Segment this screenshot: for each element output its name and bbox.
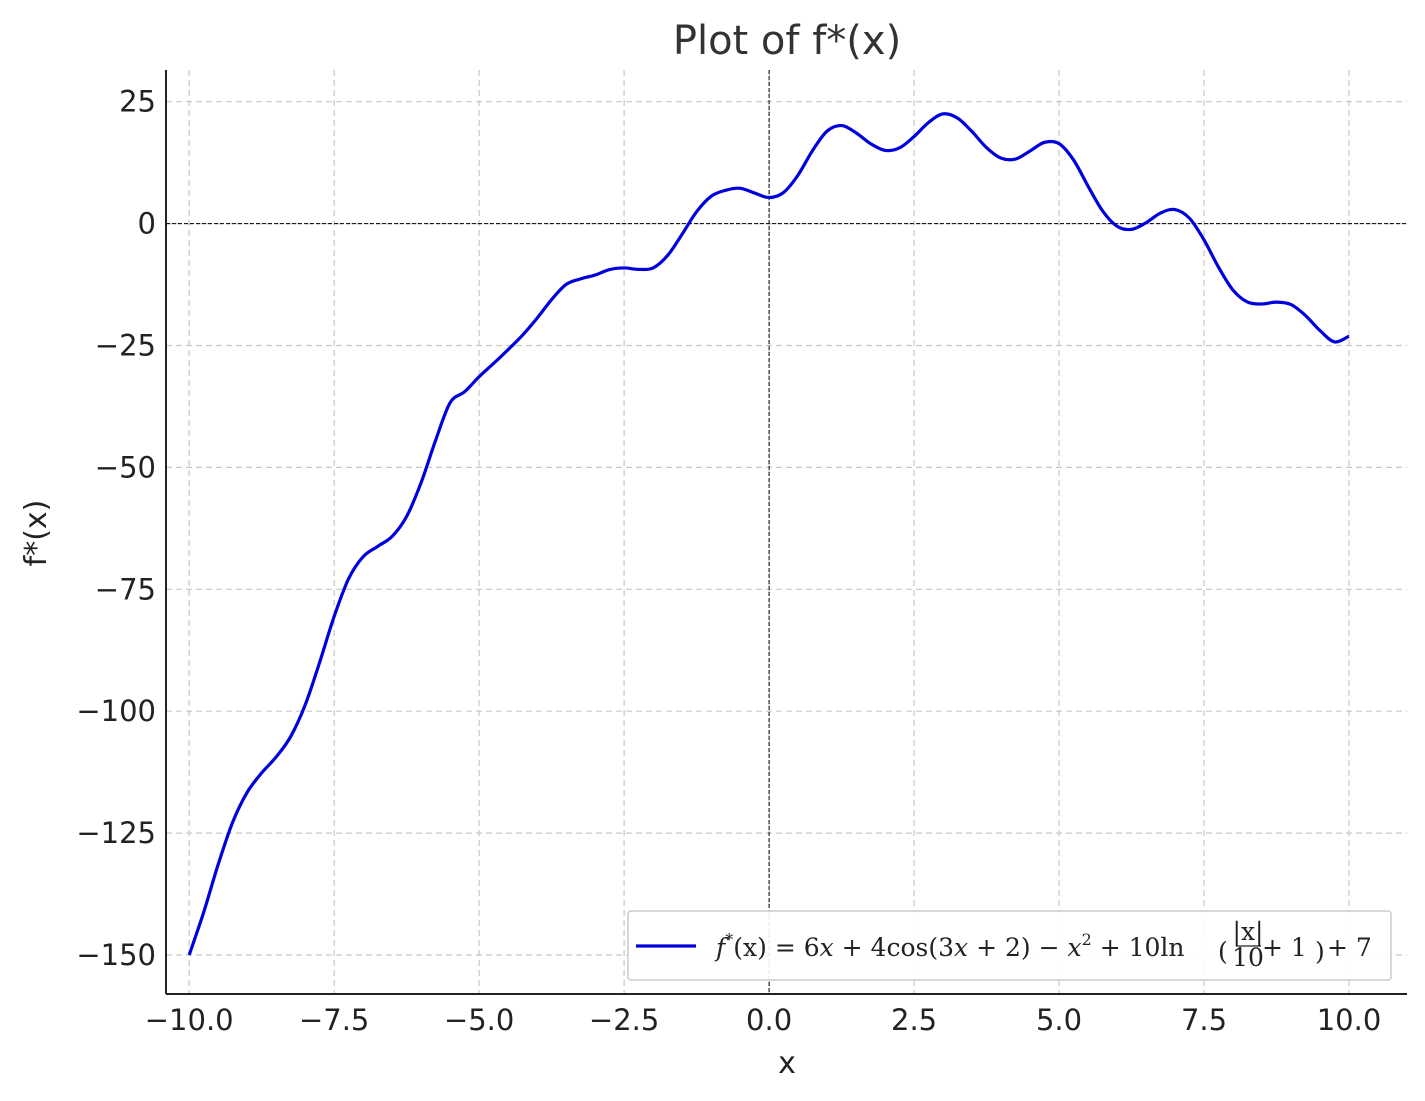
legend-arg: (x) [733, 933, 767, 962]
x-axis-title: x [778, 1046, 796, 1081]
x-tick-label-0: −10.0 [145, 1003, 234, 1037]
legend-box [627, 910, 1392, 981]
x-tick-label-2: −5.0 [444, 1003, 514, 1037]
y-tick-label-2: −25 [95, 328, 156, 362]
legend-frac-num: |x| [1233, 917, 1264, 947]
legend-paren-close: ) [1315, 937, 1325, 966]
legend-frac-den: 10 [1232, 943, 1264, 972]
x-tick-label-6: 5.0 [1036, 1003, 1082, 1037]
legend-paren-open: ( [1218, 937, 1228, 966]
y-tick-label-3: −50 [95, 450, 156, 484]
x-tick-label-7: 7.5 [1181, 1003, 1227, 1037]
legend-ln-tail: + 1 [1262, 933, 1307, 962]
y-axis-title: f*(x) [19, 500, 54, 567]
legend-cos-close: + 2) − [968, 933, 1067, 962]
x-tick-label-1: −7.5 [299, 1003, 369, 1037]
legend-f: f [714, 933, 729, 962]
legend-star: * [725, 930, 733, 949]
y-tick-label-4: −75 [95, 572, 156, 606]
legend-cos: + 4cos(3 [834, 933, 954, 962]
legend-eq: = 6 [767, 933, 820, 962]
legend: f*(x) = 6x + 4cos(3x + 2) − x2 + 10ln ( … [627, 910, 1392, 981]
series-lines [187, 112, 1350, 956]
chart-title: Plot of f*(x) [673, 18, 901, 64]
legend-sq: 2 [1082, 930, 1092, 949]
y-tick-label-7: −150 [76, 938, 156, 972]
reference-lines [166, 70, 1407, 994]
legend-end: + 7 [1327, 933, 1372, 962]
legend-x2: x [954, 933, 968, 962]
series-line-0 [187, 112, 1350, 956]
x-tick-labels: −10.0 −7.5 −5.0 −2.5 0.0 2.5 5.0 7.5 10.0 [145, 1003, 1382, 1037]
y-tick-label-0: 25 [119, 85, 156, 119]
axes [165, 70, 1407, 995]
y-tick-label-6: −125 [76, 816, 156, 850]
legend-x3: x [1067, 933, 1081, 962]
legend-x1: x [820, 933, 834, 962]
x-tick-label-8: 10.0 [1317, 1003, 1382, 1037]
legend-label-series-0: f*(x) = 6x + 4cos(3x + 2) − x2 + 10ln [714, 930, 1185, 962]
x-tick-label-4: 0.0 [746, 1003, 792, 1037]
x-tick-label-3: −2.5 [589, 1003, 659, 1037]
y-tick-label-5: −100 [76, 694, 156, 728]
y-tick-labels: 25 0 −25 −50 −75 −100 −125 −150 [76, 85, 156, 972]
y-tick-label-1: 0 [138, 207, 156, 241]
legend-ln: + 10ln [1092, 933, 1185, 962]
x-tick-label-5: 2.5 [891, 1003, 937, 1037]
